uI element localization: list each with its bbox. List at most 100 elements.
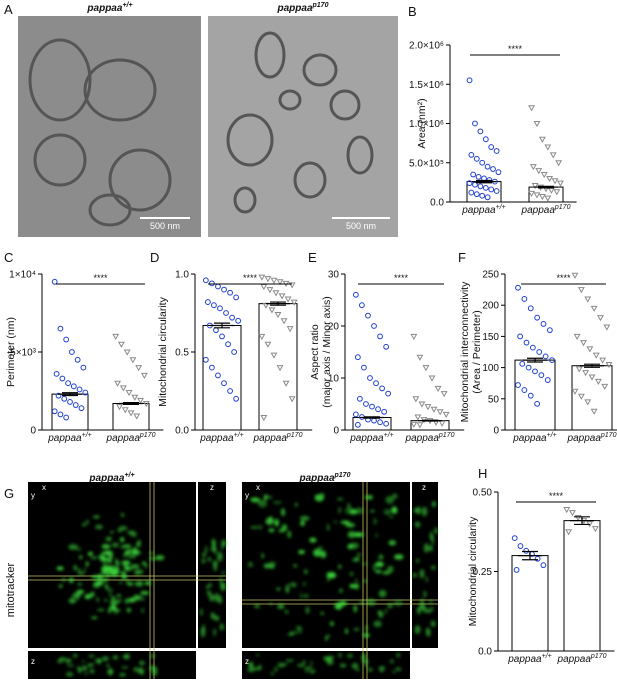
category-name: pappaa: [349, 433, 384, 444]
blob: [305, 669, 309, 673]
blob: [89, 591, 95, 598]
y-axis-label: Mitochondrial interconnectivity: [459, 281, 471, 422]
blob: [346, 653, 354, 658]
category-name: pappaa: [557, 654, 592, 665]
blob: [326, 572, 337, 579]
blob: [133, 667, 138, 672]
blob: [106, 574, 110, 578]
blob: [391, 506, 398, 514]
y-tick-label: 20: [328, 322, 340, 333]
blob: [303, 667, 311, 670]
blob: [214, 546, 217, 555]
blob: [412, 573, 417, 578]
x-tick-label: pappaa+/+: [461, 204, 506, 216]
data-point: [418, 401, 426, 408]
data-point: [468, 152, 475, 158]
blob: [420, 598, 424, 607]
blob: [112, 655, 119, 660]
em-image: [208, 16, 398, 237]
data-point: [466, 180, 473, 187]
data-point: [551, 178, 559, 185]
data-point: [121, 407, 129, 414]
blob: [359, 601, 364, 605]
error-bar: [58, 392, 82, 397]
blob: [124, 598, 129, 604]
data-point: [571, 272, 579, 279]
blob: [79, 555, 83, 560]
data-point: [527, 392, 534, 399]
blob: [338, 600, 347, 607]
axis-letter: z: [422, 483, 426, 492]
blob: [421, 506, 428, 517]
blob: [106, 663, 110, 668]
blob: [120, 570, 127, 575]
bar: [51, 393, 89, 431]
data-point: [495, 169, 502, 176]
y-tick-label: 30: [328, 270, 340, 281]
data-point: [354, 421, 361, 428]
data-point: [521, 387, 528, 393]
data-point: [137, 397, 145, 404]
fluorescence: [56, 492, 438, 677]
blob: [141, 561, 146, 565]
category-superscript: p170: [438, 432, 455, 439]
blob: [212, 539, 217, 549]
blob: [140, 591, 150, 595]
blob: [119, 537, 125, 543]
blob: [366, 598, 377, 607]
blob: [361, 562, 368, 566]
blob: [90, 616, 98, 620]
blob: [302, 659, 306, 666]
blob: [207, 557, 212, 562]
blob: [429, 533, 433, 540]
blob: [387, 565, 394, 573]
x-tick-label: pappaap170: [253, 432, 303, 444]
data-point: [363, 401, 369, 407]
data-point: [270, 352, 278, 359]
data-point: [424, 404, 432, 411]
blob: [72, 594, 76, 598]
panel-letter: E: [308, 250, 317, 265]
blob: [355, 668, 360, 672]
panel-letter: A: [4, 2, 13, 17]
label-text: pappaa: [88, 473, 124, 484]
data-point: [442, 411, 450, 419]
blob: [124, 550, 131, 556]
data-point: [114, 380, 122, 387]
blob: [353, 532, 364, 538]
blob: [141, 607, 144, 614]
blob: [104, 584, 109, 590]
x-tick-label: pappaa+/+: [47, 432, 92, 444]
data-point: [475, 173, 482, 180]
blob: [365, 624, 368, 632]
blob: [338, 652, 342, 658]
blob: [148, 552, 155, 555]
blob: [254, 604, 260, 608]
blob: [78, 668, 83, 671]
blob: [388, 515, 394, 519]
axis-letter: z: [210, 483, 214, 492]
data-point: [490, 166, 496, 172]
data-point: [356, 395, 363, 402]
blob: [56, 659, 64, 664]
data-point: [260, 415, 268, 422]
bar: [514, 359, 556, 431]
blob: [313, 548, 322, 557]
blob: [345, 523, 356, 528]
y-tick-label: 1.0×10⁶: [409, 119, 444, 130]
blob: [375, 561, 384, 568]
blob: [336, 497, 344, 501]
data-point: [540, 321, 547, 327]
blob: [66, 664, 75, 667]
blob: [278, 528, 285, 533]
category-superscript: +/+: [82, 432, 92, 439]
blob: [268, 602, 274, 606]
blob: [107, 608, 112, 614]
blob: [68, 597, 77, 604]
data-point: [473, 191, 480, 198]
data-point: [274, 312, 282, 319]
blob: [121, 513, 125, 517]
data-point: [555, 160, 563, 167]
data-point: [515, 382, 521, 388]
data-point: [359, 302, 365, 309]
